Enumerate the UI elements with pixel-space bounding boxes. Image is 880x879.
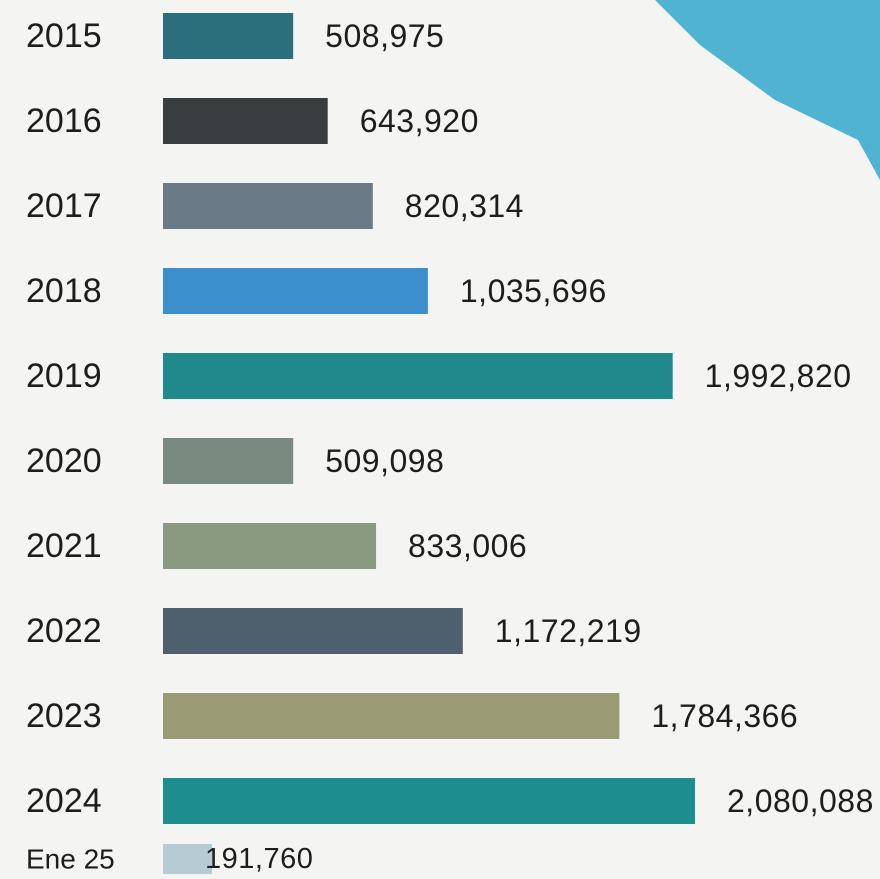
bar-2019 xyxy=(163,353,673,399)
bar-2018 xyxy=(163,268,428,314)
category-label: 2021 xyxy=(26,527,102,565)
value-label: 2,080,088 xyxy=(727,783,874,819)
category-label: 2016 xyxy=(26,102,102,140)
value-label: 509,098 xyxy=(325,443,444,479)
category-label: 2015 xyxy=(26,17,102,55)
bar-2016 xyxy=(163,98,328,144)
bar-2017 xyxy=(163,183,373,229)
bar-2020 xyxy=(163,438,294,484)
bar-ene-25 xyxy=(163,844,213,874)
category-label: 2024 xyxy=(26,782,102,820)
category-label: 2017 xyxy=(26,187,102,225)
category-label: Ene 25 xyxy=(26,844,115,875)
bar-2022 xyxy=(163,608,463,654)
bar-2024 xyxy=(163,778,695,824)
category-label: 2019 xyxy=(26,357,102,395)
value-label: 820,314 xyxy=(405,188,524,224)
value-label: 1,172,219 xyxy=(495,613,642,649)
value-label: 1,992,820 xyxy=(705,358,852,394)
category-label: 2018 xyxy=(26,272,102,310)
value-label: 191,760 xyxy=(205,843,313,875)
category-label: 2020 xyxy=(26,442,102,480)
decorative-corner-shape xyxy=(655,0,880,180)
value-label: 508,975 xyxy=(325,18,444,54)
bar-2021 xyxy=(163,523,377,569)
value-label: 1,035,696 xyxy=(460,273,607,309)
category-label: 2022 xyxy=(26,612,102,650)
value-label: 833,006 xyxy=(408,528,527,564)
value-label: 643,920 xyxy=(360,103,479,139)
bar-2015 xyxy=(163,13,294,59)
category-label: 2023 xyxy=(26,697,102,735)
labels: 2015 508,975 2016 643,920 2017 820,314 2018 1,0… xyxy=(26,17,874,875)
value-label: 1,784,366 xyxy=(651,698,798,734)
bars xyxy=(163,13,695,874)
bar-2023 xyxy=(163,693,620,739)
